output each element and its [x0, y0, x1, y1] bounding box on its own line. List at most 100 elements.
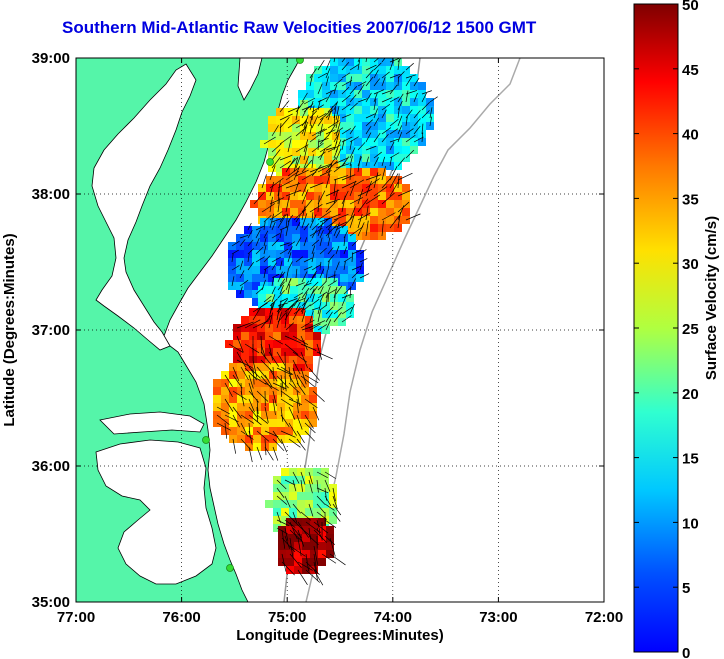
velocity-arrow: [300, 297, 310, 313]
velocity-cell: [322, 286, 330, 294]
velocity-cell: [362, 154, 370, 162]
velocity-arrow: [232, 374, 243, 389]
velocity-arrow: [313, 569, 324, 586]
velocity-arrow: [295, 105, 300, 121]
colorbar-tick-label: 40: [682, 127, 699, 144]
velocity-cell: [273, 508, 281, 516]
velocity-cell: [362, 106, 370, 114]
velocity-arrow: [335, 225, 344, 231]
velocity-arrow: [365, 145, 377, 151]
velocity-arrow: [308, 527, 311, 540]
radar-stations: [202, 58, 304, 572]
velocity-arrow: [349, 286, 352, 299]
velocity-arrow: [301, 92, 308, 103]
velocity-arrow: [284, 527, 289, 541]
velocity-arrow: [373, 157, 379, 167]
velocity-arrow: [268, 335, 284, 345]
velocity-arrow: [309, 166, 324, 173]
velocity-arrow: [288, 422, 297, 436]
velocity-cell: [245, 435, 253, 443]
velocity-arrow: [327, 260, 330, 271]
velocity-arrow: [301, 107, 308, 119]
velocity-arrow: [421, 110, 430, 119]
velocity-arrow: [343, 286, 352, 295]
velocity-arrow: [236, 359, 253, 369]
velocity-arrow: [349, 147, 356, 159]
velocity-arrow: [335, 261, 340, 271]
velocity-arrow: [263, 215, 272, 223]
velocity-cell: [241, 332, 249, 340]
velocity-arrow: [327, 247, 334, 255]
velocity-arrow: [272, 390, 277, 407]
velocity-cell: [282, 294, 290, 302]
velocity-cell: [265, 356, 273, 364]
velocity-arrow: [285, 157, 296, 173]
velocity-arrow: [276, 495, 288, 505]
velocity-arrow: [263, 244, 267, 255]
velocity-arrow: [311, 293, 315, 303]
velocity-cell: [386, 200, 394, 208]
velocity-arrow: [301, 310, 306, 323]
velocity-cell: [229, 379, 237, 387]
velocity-arrow: [292, 335, 309, 345]
velocity-arrow: [285, 213, 288, 229]
velocity-arrow: [311, 229, 317, 239]
colorbar-tick-label: 5: [682, 580, 690, 597]
velocity-arrow: [313, 553, 318, 573]
velocity-arrow: [279, 214, 286, 223]
velocity-arrow: [300, 351, 308, 369]
velocity-arrow: [248, 374, 254, 389]
velocity-cell: [261, 363, 269, 371]
velocity-cell: [213, 379, 221, 387]
velocity-arrow: [319, 293, 325, 303]
velocity-cell: [329, 516, 337, 524]
velocity-cell: [348, 234, 356, 242]
velocity-arrow: [271, 143, 282, 153]
velocity-arrow: [397, 172, 413, 181]
velocity-cell: [316, 124, 324, 132]
velocity-cell: [386, 82, 394, 90]
velocity-arrow: [303, 103, 314, 113]
velocity-cell: [402, 184, 410, 192]
velocity-arrow: [255, 246, 264, 255]
velocity-arrow: [281, 561, 295, 576]
velocity-arrow: [389, 156, 393, 167]
velocity-cell: [298, 90, 306, 98]
velocity-arrow: [327, 157, 337, 169]
velocity-arrow: [309, 68, 317, 79]
velocity-arrow: [236, 321, 254, 329]
velocity-arrow: [292, 471, 300, 484]
velocity-cell: [378, 168, 386, 176]
velocity-arrow: [397, 211, 401, 229]
velocity-arrow: [349, 155, 353, 167]
velocity-cell: [354, 184, 362, 192]
velocity-cell: [305, 492, 313, 500]
velocity-arrow: [285, 189, 302, 197]
velocity-arrow: [317, 309, 321, 323]
velocity-arrow: [292, 479, 297, 492]
velocity-arrow: [261, 203, 276, 213]
velocity-cell: [252, 298, 260, 306]
velocity-arrow: [256, 398, 259, 415]
velocity-arrow: [279, 154, 293, 161]
velocity-arrow: [256, 406, 258, 423]
velocity-arrow: [271, 300, 276, 311]
velocity-arrow: [324, 479, 331, 492]
velocity-arrow: [277, 180, 281, 197]
velocity-arrow: [289, 545, 306, 557]
velocity-arrow: [277, 179, 293, 189]
velocity-arrow: [389, 173, 399, 189]
velocity-arrow: [288, 438, 301, 448]
velocity-arrow: [319, 134, 329, 145]
velocity-arrow: [333, 58, 336, 63]
velocity-arrow: [239, 260, 244, 271]
velocity-arrow: [333, 213, 349, 221]
velocity-arrow: [293, 292, 304, 299]
velocity-arrow: [324, 535, 335, 545]
velocity-arrow: [317, 222, 324, 237]
velocity-arrow: [252, 375, 267, 385]
velocity-arrow: [284, 311, 288, 329]
colorbar-tick-label: 10: [682, 515, 699, 532]
velocity-arrow: [305, 521, 321, 534]
velocity-arrow: [313, 521, 329, 534]
